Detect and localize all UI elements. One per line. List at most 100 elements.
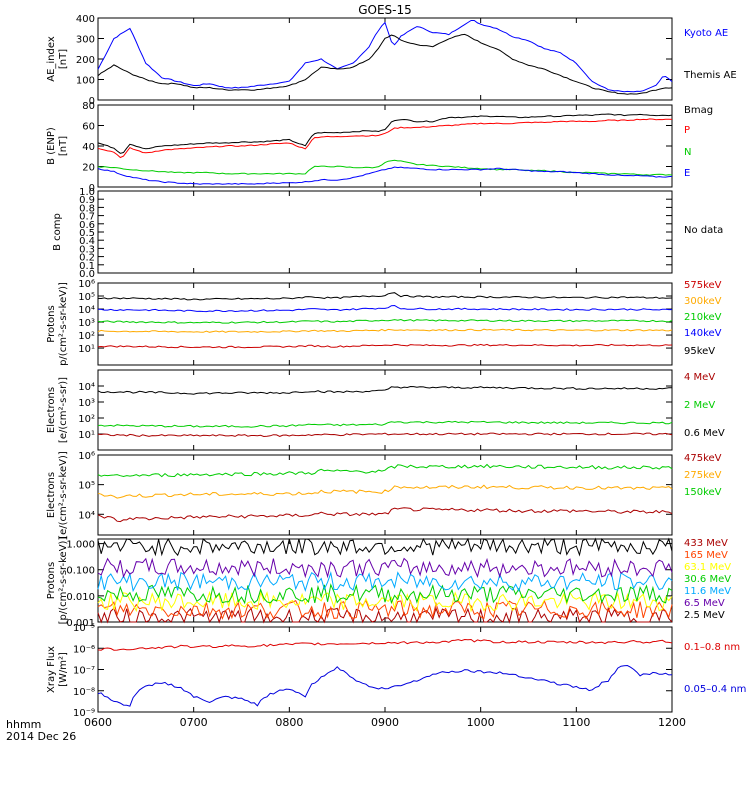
y-axis-label-protons_low: Protons <box>46 305 57 342</box>
x-tick-label: 0700 <box>180 716 208 729</box>
y-tick-label-bcomp: 0.9 <box>79 195 95 206</box>
x-tick-label: 0900 <box>371 716 399 729</box>
panel-frame-xray <box>97 626 673 713</box>
y-axis-label-protons_low: p/(cm²-s-sr-keV)] <box>58 282 69 366</box>
y-tick-label-xray: 10⁻⁸ <box>73 687 95 698</box>
y-tick-label-bcomp: 0.4 <box>79 236 95 247</box>
series-line-protons_mev-4 <box>97 570 673 593</box>
no-data-note: No data <box>684 225 723 236</box>
y-axis-label-ae: AE_index <box>46 36 57 82</box>
y-tick-label-ae: 300 <box>76 35 95 46</box>
y-tick-label-protons_mev: 0.100 <box>66 566 95 577</box>
y-tick-label-protons_mev: 0.001 <box>66 618 95 629</box>
x-tick-label: 0600 <box>84 716 112 729</box>
legend-label-protons_mev-5: 6.5 MeV <box>684 598 725 609</box>
legend-label-protons_low-4: 95keV <box>684 346 715 357</box>
legend-label-protons_low-2: 210keV <box>684 312 722 323</box>
y-tick-label-ae: 100 <box>76 76 95 87</box>
legend-label-protons_low-0: 575keV <box>684 280 722 291</box>
y-tick-label-bcomp: 0.7 <box>79 212 95 223</box>
legend-label-protons_low-1: 300keV <box>684 296 722 307</box>
legend-label-protons_mev-4: 11.6 MeV <box>684 586 731 597</box>
series-line-protons_mev-2 <box>97 590 673 613</box>
series-line-electrons_kev-1 <box>97 484 673 499</box>
legend-label-ae-1: Themis AE <box>683 70 737 81</box>
legend-label-protons_mev-1: 165 MeV <box>684 550 728 561</box>
y-axis-label-ae: [nT] <box>58 49 69 69</box>
y-tick-label-ae: 0 <box>89 96 95 107</box>
series-line-protons_mev-3 <box>97 583 673 605</box>
series-line-ae-0 <box>97 20 673 93</box>
legend-label-xray-1: 0.05–0.4 nm <box>684 684 746 695</box>
y-tick-label-protons_low: 10³ <box>78 318 95 329</box>
y-axis-label-xray: [W/m²] <box>58 652 69 687</box>
y-tick-label-ae: 200 <box>76 55 95 66</box>
series-line-electrons_mev-0 <box>97 432 673 438</box>
panel-b: 0 20 40 60 80 B (ENP) [nT] Bmag PNE <box>46 101 713 194</box>
y-tick-label-protons_low: 10⁶ <box>78 279 95 290</box>
y-tick-label-bcomp: 0.2 <box>79 253 95 264</box>
y-axis-label-electrons_mev: [e/(cm²-s-sr)] <box>58 377 69 443</box>
y-tick-label-ae: 400 <box>76 14 95 25</box>
series-line-protons_low-2 <box>97 318 673 324</box>
legend-label-electrons_mev-1: 2 MeV <box>684 400 715 411</box>
legend-label-xray-0: 0.1–0.8 nm <box>684 642 740 653</box>
panel-electrons_kev: 10⁴ 10⁵ 10⁶ Electrons [e/(cm²-s-sr-keV)] 475k… <box>46 451 722 539</box>
series-line-electrons_kev-2 <box>97 463 673 478</box>
series-line-protons_mev-0 <box>97 606 673 624</box>
legend-label-protons_mev-6: 2.5 MeV <box>684 610 725 621</box>
y-tick-label-xray: 10⁻⁶ <box>73 644 95 655</box>
y-tick-label-protons_low: 10² <box>78 331 95 342</box>
panel-frame-bcomp <box>97 190 673 274</box>
y-axis-label-protons_mev: Protons <box>46 562 57 599</box>
y-tick-label-bcomp: 1.0 <box>79 187 95 198</box>
panel-xray: 10⁻⁵ 10⁻⁶ 10⁻⁷ 10⁻⁸ 10⁻⁹ Xray Flux [W/m²] 0.1–0… <box>46 623 746 719</box>
y-tick-label-protons_low: 10⁵ <box>78 292 95 303</box>
legend-label-b-2: N <box>684 147 691 158</box>
series-line-b-0 <box>97 113 673 154</box>
panel-protons_low: 10¹ 10² 10³ 10⁴ 10⁵ 10⁶ Protons p/(cm²-s-sr-keV… <box>46 279 722 366</box>
x-tick-label: 0800 <box>275 716 303 729</box>
legend-label-b-3: E <box>684 168 690 179</box>
y-tick-label-electrons_mev: 10³ <box>78 398 95 409</box>
y-tick-label-electrons_mev: 10⁴ <box>78 382 95 393</box>
panel-protons_mev: 1.000 0.100 0.010 0.001 Protons [p/(cm²-s-sr-… <box>46 537 731 629</box>
x-axis-time-label: hhmm <box>6 718 41 731</box>
series-line-protons_low-4 <box>97 292 673 301</box>
legend-label-electrons_mev-2: 0.6 MeV <box>684 428 725 439</box>
y-tick-label-bcomp: 0.5 <box>79 228 95 239</box>
legend-label-b-0: Bmag <box>684 105 713 116</box>
y-axis-label-b: B (ENP) <box>46 127 57 165</box>
y-tick-label-electrons_kev: 10⁵ <box>78 481 95 492</box>
series-line-xray-1 <box>97 664 673 707</box>
y-tick-label-electrons_mev: 10¹ <box>78 430 95 441</box>
legend-label-protons_mev-2: 63.1 MeV <box>684 562 731 573</box>
y-tick-label-xray: 10⁻⁷ <box>73 666 95 677</box>
y-tick-label-b: 0 <box>89 183 95 194</box>
y-tick-label-xray: 10⁻⁹ <box>73 708 95 719</box>
series-line-ae-1 <box>97 33 673 95</box>
y-tick-label-protons_low: 10⁴ <box>78 305 95 316</box>
x-axis-date-label: 2014 Dec 26 <box>6 730 76 743</box>
y-tick-label-protons_mev: 0.010 <box>66 592 95 603</box>
y-axis-label-b: [nT] <box>58 136 69 156</box>
series-line-protons_mev-5 <box>97 557 673 579</box>
series-line-electrons_kev-0 <box>97 507 673 523</box>
x-tick-label: 1200 <box>658 716 686 729</box>
y-axis-label-bcomp: B comp <box>52 213 63 251</box>
x-tick-label: 1100 <box>562 716 590 729</box>
series-line-electrons_mev-1 <box>97 420 673 428</box>
y-tick-label-electrons_kev: 10⁴ <box>78 510 95 521</box>
series-line-b-1 <box>97 118 673 159</box>
y-tick-label-bcomp: 0.6 <box>79 220 95 231</box>
y-tick-label-protons_low: 10¹ <box>78 344 95 355</box>
panel-ae: 0 100 200 300 400 AE_index [nT] Kyoto AE Themis … <box>46 14 737 107</box>
panel-frame-electrons_mev <box>97 369 673 451</box>
y-tick-label-electrons_mev: 10² <box>78 414 95 425</box>
y-axis-label-xray: Xray Flux <box>46 646 57 693</box>
y-axis-label-electrons_kev: Electrons <box>46 472 57 518</box>
y-tick-label-electrons_kev: 10⁶ <box>78 451 95 462</box>
x-tick-label: 1000 <box>467 716 495 729</box>
series-line-xray-0 <box>97 638 673 651</box>
